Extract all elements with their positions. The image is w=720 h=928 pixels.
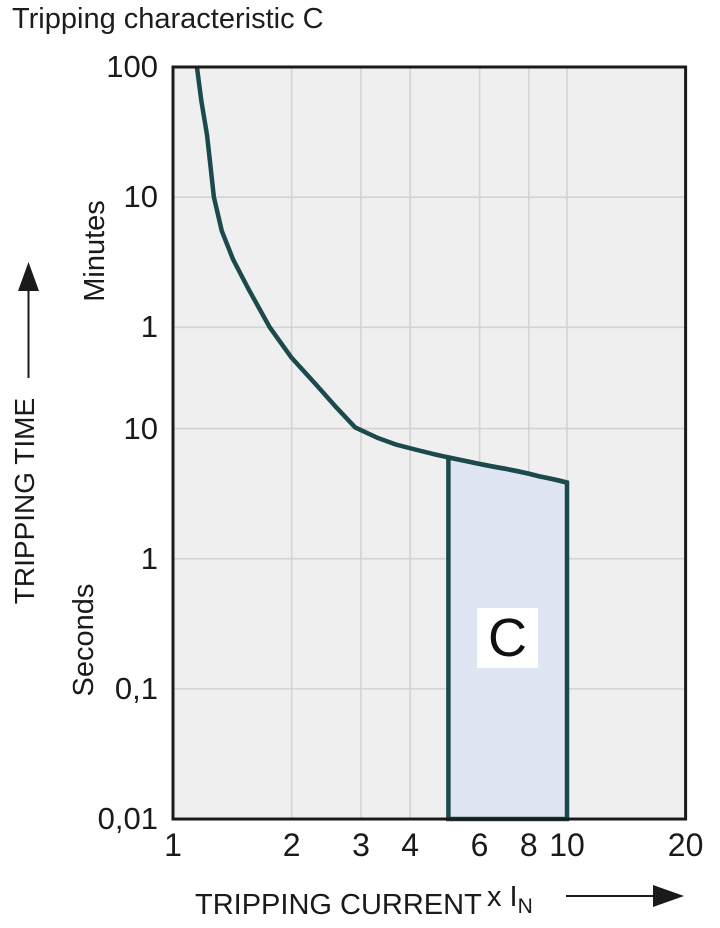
plot-background [173,67,686,820]
x-tick-label: 20 [667,827,704,863]
x-tick-label: 6 [470,827,489,863]
x-axis-unit-text: x I [487,881,518,913]
trip-curve [194,67,568,485]
y-tick-label: 10 [123,179,158,215]
figure-title: Tripping characteristic C [12,3,324,35]
x-tick-label: 4 [401,827,420,863]
c-region-label: C [477,608,538,668]
y-axis-arrow-icon [18,262,39,378]
x-tick-label: 1 [164,827,182,863]
y-tick-label: 10 [123,410,158,446]
x-tick-label: 8 [519,827,538,863]
y-tick-label: 0,1 [114,670,158,706]
x-axis-arrow-icon [566,885,684,907]
y-tick-label: 1 [140,309,158,345]
x-axis-title: TRIPPING CURRENT [195,889,482,921]
x-tick-label: 3 [352,827,370,863]
x-tick-label: 2 [282,827,301,863]
y-tick-label: 1 [140,540,158,576]
plot-frame [171,65,688,821]
y-tick-label: 100 [106,49,158,84]
x-tick-label: 10 [549,827,585,863]
y-tick-label: 0,01 [97,801,158,837]
x-axis-unit: x IN [487,881,533,923]
x-axis-unit-subscript: N [517,894,533,918]
y-axis-title: TRIPPING TIME [9,397,40,605]
